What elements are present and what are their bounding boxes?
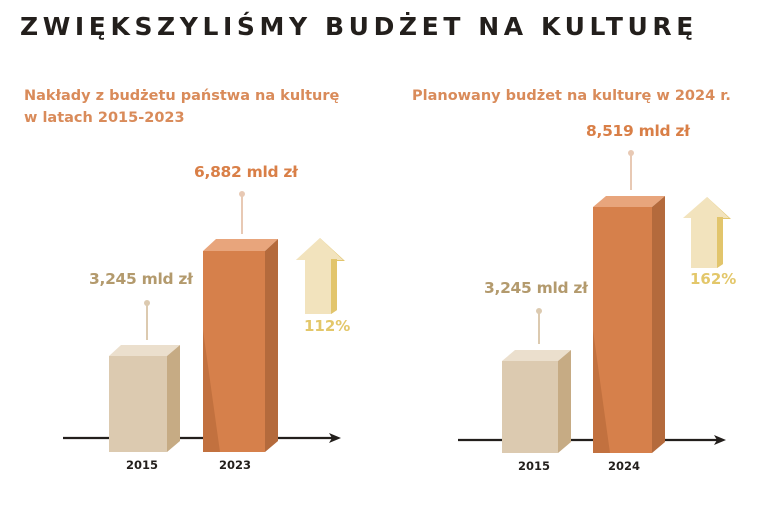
right-growth-percent: 162% [690, 270, 737, 288]
axis-arrow-icon [329, 433, 341, 443]
left-chart-title-line1: Nakłady z budżetu państwa na kulturę [24, 88, 340, 104]
page-title: ZWIĘKSZYLIŚMY BUDŻET NA KULTURĘ [20, 12, 698, 41]
right-chart [458, 150, 731, 453]
left-chart-title: Nakłady z budżetu państwa na kulturę w l… [24, 85, 339, 129]
left-growth-arrow-icon [296, 238, 345, 314]
right-x-axis [458, 435, 726, 445]
right-growth-arrow-icon [683, 197, 731, 268]
right-chart-title: Planowany budżet na kulturę w 2024 r. [412, 88, 731, 104]
left-bar-2015 [109, 300, 180, 452]
right-bar-2015-value: 3,245 mld zł [484, 279, 588, 297]
axis-arrow-icon [714, 435, 726, 445]
right-bar-2024-value: 8,519 mld zł [586, 122, 690, 140]
left-year-2015: 2015 [126, 458, 159, 472]
right-year-2024: 2024 [608, 459, 641, 473]
left-bar-2015-value: 3,245 mld zł [89, 270, 193, 288]
right-bar-2015 [502, 308, 571, 453]
left-x-axis [63, 433, 341, 443]
left-bar-2023 [203, 191, 278, 452]
right-year-2015: 2015 [518, 459, 551, 473]
left-growth-percent: 112% [304, 317, 351, 335]
left-year-2023: 2023 [219, 458, 252, 472]
right-bar-2024 [593, 150, 665, 453]
left-chart [63, 191, 345, 452]
left-chart-title-line2: w latach 2015-2023 [24, 110, 185, 126]
left-bar-2023-value: 6,882 mld zł [194, 163, 298, 181]
